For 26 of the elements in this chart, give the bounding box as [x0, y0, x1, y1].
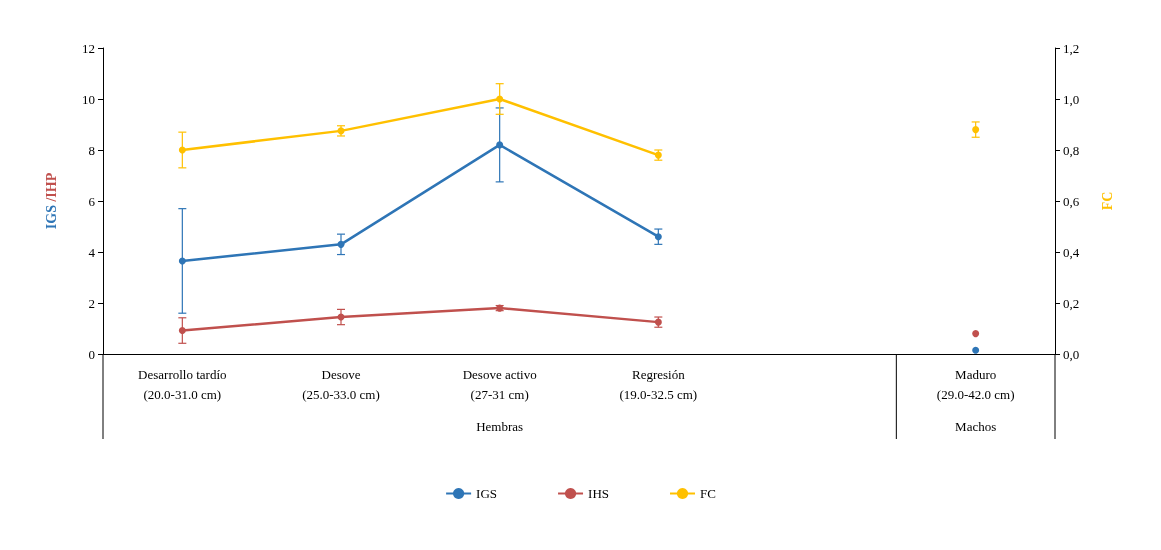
x-tick-label: Maduro (29.0-42.0 cm) [936, 366, 1015, 402]
x-tick-label: Regresión (19.0-32.5 cm) [619, 366, 698, 402]
y2-tick-label: 1,2 [1063, 40, 1080, 56]
y-tick-label: 10 [82, 91, 95, 107]
y-tick-label: 2 [88, 295, 95, 311]
y-tick-label: 12 [82, 40, 95, 56]
y2-tick-label: 0,0 [1063, 346, 1080, 362]
y2-tick-label: 0,4 [1063, 244, 1080, 260]
text: Hembras [476, 418, 524, 434]
legend-label: IHS [588, 486, 609, 501]
y-tick-label: 6 [88, 193, 96, 209]
y2-tick-label: 0,6 [1063, 193, 1080, 209]
x-tick-label: Desarrollo tardío (20.0-31.0 cm) [138, 366, 227, 402]
legend-label: IGS [476, 486, 498, 501]
legend-label: FC [700, 486, 716, 501]
y2-tick-label: 1,0 [1063, 91, 1080, 107]
y-tick-label: 4 [88, 244, 96, 260]
text: Machos [955, 418, 997, 434]
y2-tick-label: 0,2 [1063, 295, 1080, 311]
y2-axis-title: FC [1099, 191, 1115, 211]
x-tick-label: Desove (25.0-33.0 cm) [302, 366, 380, 402]
y-axis-title: IGS /IHP [43, 172, 59, 230]
x-tick-label: Desove activo (27-31 cm) [462, 366, 537, 402]
y2-tick-label: 0,8 [1063, 142, 1080, 158]
y-tick-label: 0 [88, 346, 95, 362]
y-tick-label: 8 [88, 142, 95, 158]
